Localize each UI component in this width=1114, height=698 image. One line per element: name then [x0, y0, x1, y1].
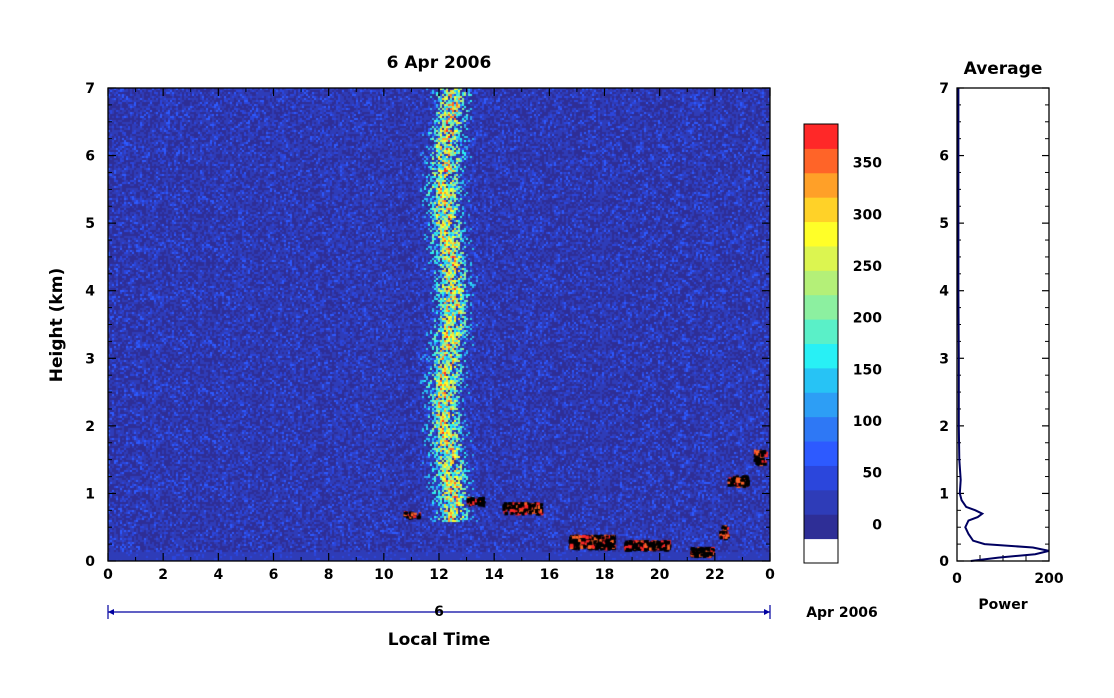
main-title: 6 Apr 2006	[387, 53, 492, 73]
colorbar-swatch	[804, 441, 838, 466]
colorbar-tick-label: 0	[872, 517, 882, 533]
profile-title: Average	[964, 59, 1043, 79]
profile-y-tick-label: 6	[939, 149, 949, 165]
x-tick-label: 0	[103, 567, 113, 583]
profile-x-tick-label: 0	[952, 571, 962, 587]
profile-y-tick-label: 2	[939, 419, 949, 435]
profile-y-tick-label: 3	[939, 351, 949, 367]
colorbar-swatch	[804, 319, 838, 344]
colorbar-swatch	[804, 465, 838, 491]
y-tick-label: 6	[85, 149, 95, 165]
date-axis	[107, 605, 771, 619]
x-tick-label: 8	[324, 567, 334, 583]
colorbar	[803, 123, 839, 564]
x-tick-label: 20	[650, 567, 670, 583]
date-axis-day: 6	[434, 604, 444, 620]
y-tick-label: 1	[85, 486, 95, 502]
y-tick-label: 0	[85, 554, 95, 570]
x-tick-label: 18	[595, 567, 614, 583]
colorbar-tick-label: 250	[853, 259, 882, 275]
y-tick-label: 5	[85, 216, 95, 232]
colorbar-labels: 0 50 100 150 200 250 300 350	[853, 156, 882, 534]
colorbar-swatch	[804, 489, 838, 515]
y-tick-label: 2	[85, 419, 95, 435]
colorbar-swatch	[804, 148, 838, 174]
colorbar-swatch	[804, 221, 838, 247]
colorbar-swatch	[804, 124, 838, 149]
colorbar-tick-label: 150	[853, 362, 882, 378]
colorbar-swatch	[804, 392, 838, 418]
x-axis-label: Local Time	[388, 630, 490, 650]
date-axis-month: Apr 2006	[806, 605, 878, 621]
x-tick-label: 22	[705, 567, 724, 583]
colorbar-swatch	[804, 172, 838, 198]
colorbar-tick-label: 200	[853, 311, 882, 327]
profile-y-tick-label: 5	[939, 216, 949, 232]
x-tick-label: 6	[269, 567, 279, 583]
x-tick-label: 4	[213, 567, 223, 583]
profile-x-tick-label: 200	[1034, 571, 1063, 587]
profile-y-tick-label: 4	[939, 284, 949, 300]
profile-y-tick-label: 0	[939, 554, 949, 570]
x-tick-label: 12	[429, 567, 448, 583]
y-axis-label: Height (km)	[47, 268, 67, 382]
colorbar-tick-label: 350	[853, 156, 882, 172]
heatmap-x-ticks: 0 2 4 6 8 10 12 14 16 18 20 22 0	[103, 88, 775, 583]
x-tick-label: 10	[374, 567, 394, 583]
profile-y-ticks: 0 1 2 3 4 5 6 7	[939, 81, 1049, 570]
colorbar-swatch	[804, 367, 838, 393]
colorbar-swatch	[804, 343, 838, 369]
colorbar-frame	[803, 123, 839, 564]
y-tick-label: 7	[85, 81, 95, 97]
colorbar-tick-label: 100	[853, 414, 882, 430]
y-tick-label: 4	[85, 284, 95, 300]
colorbar-swatch	[804, 270, 838, 296]
profile-y-tick-label: 1	[939, 486, 949, 502]
heatmap-y-ticks: 0 1 2 3 4 5 6 7	[85, 81, 770, 570]
profile-x-label: Power	[978, 597, 1027, 613]
colorbar-tick-label: 50	[863, 466, 883, 482]
x-tick-label: 14	[484, 567, 504, 583]
profile-y-tick-label: 7	[939, 81, 949, 97]
x-tick-label: 16	[540, 567, 559, 583]
x-tick-label: 0	[765, 567, 775, 583]
colorbar-swatch	[804, 245, 838, 271]
colorbar-swatch	[804, 514, 838, 540]
colorbar-swatch	[804, 538, 838, 564]
heatmap-image	[108, 88, 770, 561]
profile-frame	[956, 87, 1050, 562]
y-tick-label: 3	[85, 351, 95, 367]
colorbar-swatch	[804, 294, 838, 320]
colorbar-tick-label: 300	[853, 207, 882, 223]
profile-x-ticks: 0 200	[952, 555, 1064, 587]
x-tick-label: 2	[158, 567, 168, 583]
colorbar-swatch	[804, 416, 838, 442]
colorbar-swatch	[804, 197, 838, 223]
average-profile-line	[957, 88, 1050, 562]
